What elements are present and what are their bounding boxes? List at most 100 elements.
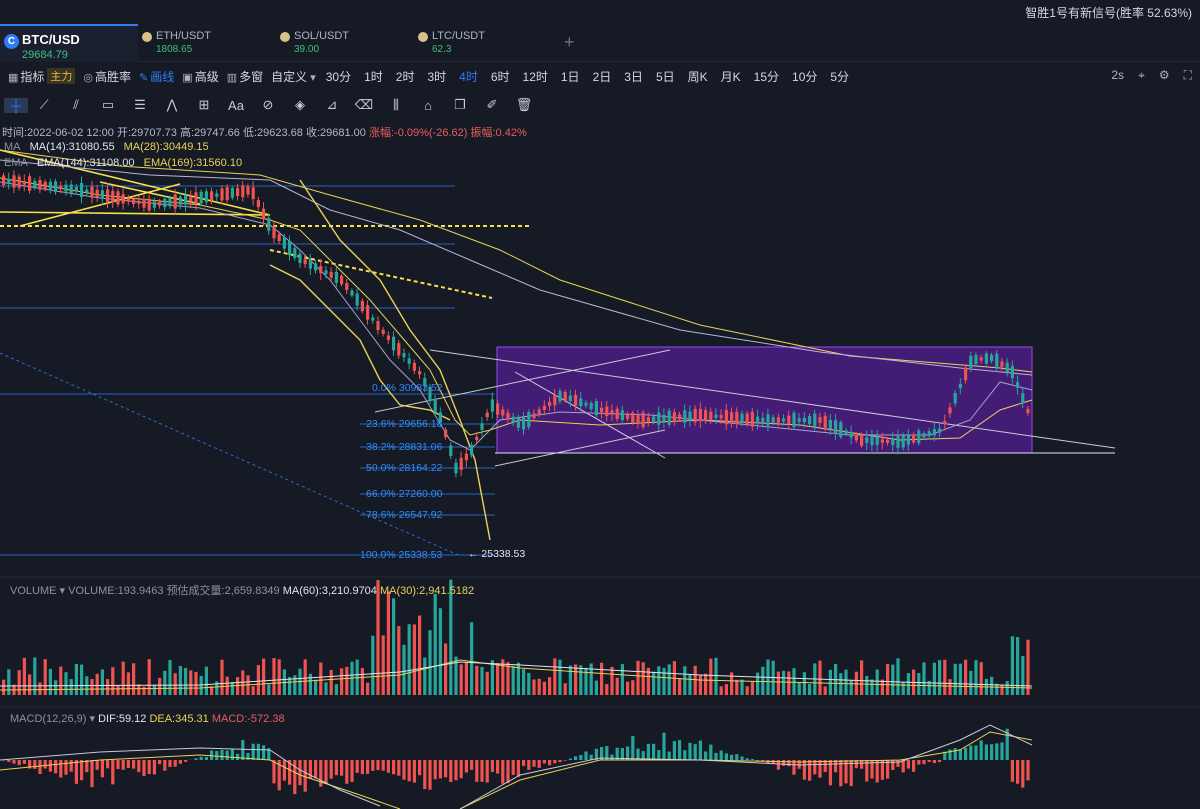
lock-tool-icon[interactable]: ⌂ bbox=[424, 97, 432, 113]
interval-4h[interactable]: 4时 bbox=[459, 69, 478, 84]
candle-body bbox=[943, 420, 947, 425]
volume-bar bbox=[709, 658, 713, 695]
macd-bar bbox=[298, 760, 302, 786]
refresh-interval[interactable]: 2s bbox=[1111, 68, 1125, 82]
interval-month[interactable]: 月K bbox=[720, 69, 741, 84]
ma-fast-line bbox=[269, 264, 451, 421]
tab-ltc-usdt[interactable]: LTC/USDT 62.3 bbox=[410, 24, 548, 62]
interval-1h[interactable]: 1时 bbox=[364, 69, 383, 84]
volume-legend[interactable]: VOLUME ▾ VOLUME:193.9463 预估成交量:2,659.834… bbox=[10, 582, 474, 598]
interval-15m[interactable]: 15分 bbox=[753, 69, 780, 84]
interval-week[interactable]: 周K bbox=[687, 69, 708, 84]
ema-legend[interactable]: EMA EMA(144):31108.00 EMA(169):31560.10 bbox=[4, 157, 248, 169]
interval-2h[interactable]: 2时 bbox=[395, 69, 415, 84]
volume-bar bbox=[178, 665, 182, 695]
screenshot-icon[interactable]: ⌖ bbox=[1138, 68, 1145, 82]
main-badge[interactable]: 主力 bbox=[47, 68, 76, 84]
macd-bar bbox=[158, 760, 162, 765]
volume-bar bbox=[688, 674, 692, 695]
delete-tool-icon[interactable]: 🗑 bbox=[515, 97, 533, 112]
horizontal-lines-tool-icon[interactable]: ☰ bbox=[134, 97, 146, 112]
macd-bar bbox=[262, 745, 266, 760]
candle-body bbox=[1010, 365, 1014, 379]
interval-10m[interactable]: 10分 bbox=[792, 69, 818, 84]
interval-1d[interactable]: 1日 bbox=[560, 69, 580, 84]
chart-canvas[interactable] bbox=[0, 120, 1200, 809]
macd-bar bbox=[111, 760, 115, 785]
indicator-button[interactable]: ▦ 指标 bbox=[8, 68, 44, 85]
volume-bar bbox=[548, 677, 552, 695]
candle-body bbox=[111, 190, 115, 203]
interval-12h[interactable]: 12时 bbox=[522, 69, 548, 84]
vol-ma30-value: MA(30):2,941.5182 bbox=[379, 585, 475, 597]
tab-btc-usd[interactable]: C BTC/USD 29684.79 bbox=[0, 24, 138, 62]
measure-tool-icon[interactable]: ⊞ bbox=[198, 97, 210, 112]
interval-5m[interactable]: 5分 bbox=[830, 69, 850, 84]
draw-line-button[interactable]: ✎ 画线 bbox=[139, 68, 174, 85]
winrate-button[interactable]: ◎ 高胜率 bbox=[83, 68, 131, 85]
advanced-button[interactable]: ▣ 高级 bbox=[182, 68, 218, 85]
edit-tool-icon[interactable]: ✐ bbox=[486, 97, 498, 112]
macd-bar bbox=[865, 760, 869, 782]
candle-body bbox=[48, 181, 52, 191]
ruler-tool-icon[interactable]: ⊿ bbox=[326, 97, 338, 112]
candle-body bbox=[38, 180, 42, 190]
candle-body bbox=[782, 418, 786, 422]
candles-tool-icon[interactable]: ⫼ bbox=[393, 97, 399, 112]
tab-sol-usdt[interactable]: SOL/USDT 39.00 bbox=[272, 24, 410, 62]
rectangle-tool-icon[interactable]: ▭ bbox=[101, 97, 115, 112]
macd-bar bbox=[828, 760, 832, 786]
wave-tool-icon[interactable]: ⋀ bbox=[166, 97, 178, 112]
tab-eth-usdt[interactable]: ETH/USDT 1808.65 bbox=[134, 24, 272, 62]
interval-3d[interactable]: 3日 bbox=[624, 69, 643, 84]
candle-body bbox=[724, 409, 728, 425]
trendline-tool-icon[interactable]: ⟋ bbox=[39, 97, 49, 112]
ma-legend[interactable]: MA MA(14):31080.55 MA(28):30449.15 bbox=[4, 141, 215, 153]
signal-notice[interactable]: 智胜1号有新信号(胜率 52.63%) bbox=[1025, 6, 1192, 20]
volume-bar bbox=[360, 668, 364, 695]
macd-bar bbox=[750, 759, 754, 760]
volume-bar bbox=[381, 635, 385, 695]
multi-window-button[interactable]: ▥ 多窗 bbox=[227, 68, 263, 85]
macd-bar bbox=[501, 760, 505, 784]
macd-bar bbox=[22, 760, 26, 764]
macd-legend[interactable]: MACD(12,26,9) ▾ DIF:59.12 DEA:345.31 MAC… bbox=[10, 712, 285, 725]
macd-bar bbox=[1005, 728, 1009, 760]
brush-tool-icon[interactable]: ◈ bbox=[295, 97, 305, 112]
candle-body bbox=[678, 414, 682, 420]
interval-2d[interactable]: 2日 bbox=[592, 69, 612, 84]
crosshair-tool-icon[interactable]: ┼ bbox=[4, 97, 28, 113]
fib-tool-icon[interactable]: ⊘ bbox=[262, 97, 274, 112]
add-tab-button[interactable]: + bbox=[564, 32, 575, 52]
macd-bar bbox=[215, 750, 219, 760]
candle-body bbox=[194, 192, 198, 205]
copy-tool-icon[interactable]: ❐ bbox=[454, 97, 466, 112]
range-box bbox=[496, 346, 1033, 454]
volume-bar bbox=[220, 659, 224, 695]
parallel-channel-tool-icon[interactable]: ⫽ bbox=[73, 97, 79, 112]
settings-icon[interactable]: ⚙ bbox=[1158, 68, 1170, 82]
macd-bar bbox=[584, 751, 588, 760]
macd-bar bbox=[230, 748, 234, 760]
macd-bar bbox=[163, 760, 167, 771]
eraser-tool-icon[interactable]: ⌫ bbox=[354, 97, 374, 112]
candle-body bbox=[116, 191, 120, 205]
macd-bar bbox=[449, 760, 453, 782]
text-tool-icon[interactable]: Aa bbox=[228, 97, 244, 113]
macd-bar bbox=[324, 760, 328, 784]
interval-5d[interactable]: 5日 bbox=[655, 69, 675, 84]
custom-dropdown[interactable]: 自定义 ▾ bbox=[271, 68, 318, 85]
candle-body bbox=[891, 437, 895, 446]
candle-body bbox=[106, 189, 110, 202]
candle-body bbox=[542, 405, 546, 411]
fullscreen-icon[interactable]: ⛶ bbox=[1183, 68, 1192, 82]
volume-bar bbox=[1000, 685, 1004, 695]
volume-bar bbox=[605, 684, 609, 695]
interval-30m[interactable]: 30分 bbox=[325, 69, 352, 84]
macd-bar bbox=[709, 744, 713, 760]
interval-3h[interactable]: 3时 bbox=[427, 69, 447, 84]
macd-bar bbox=[912, 760, 916, 772]
interval-6h[interactable]: 6时 bbox=[490, 69, 510, 84]
volume-bar bbox=[896, 658, 900, 695]
ohlc-low: 低:29623.68 bbox=[242, 127, 303, 139]
